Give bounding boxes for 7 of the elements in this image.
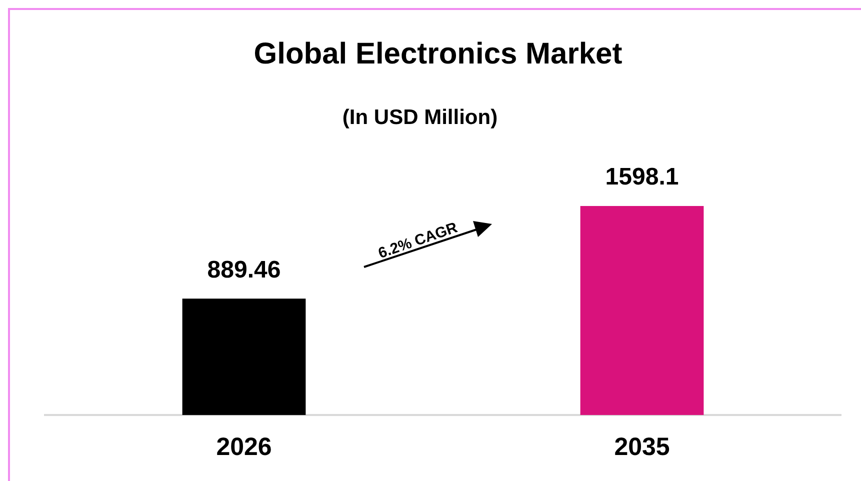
x-tick-label: 2035 [614, 432, 670, 461]
annotation: 6.2% CAGR [376, 219, 460, 262]
x-tick-label: 2026 [216, 432, 272, 461]
chart-subtitle: (In USD Million) [342, 106, 498, 129]
data-label: 889.46 [207, 256, 281, 284]
chart-title: Global Electronics Market [254, 37, 622, 70]
data-label: 1598.1 [605, 164, 679, 191]
